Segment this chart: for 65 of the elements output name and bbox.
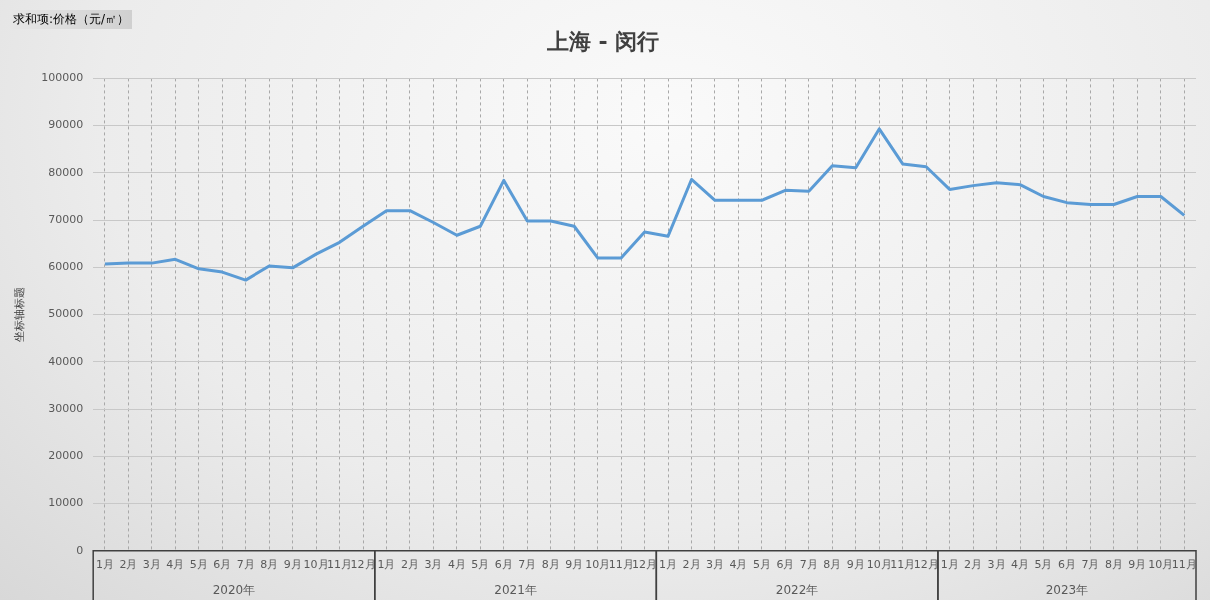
x-tick-label: 7月	[236, 558, 255, 572]
y-tick-label: 0	[76, 543, 84, 557]
x-tick-label: 10月	[303, 558, 329, 572]
x-tick-label: 12月	[632, 558, 658, 572]
text: 2022年	[775, 583, 819, 597]
x-tick-label: 4月	[729, 558, 748, 572]
x-tick-label: 5月	[752, 558, 771, 572]
x-tick-label: 6月	[213, 558, 232, 572]
x-tick-label: 11月	[890, 558, 916, 572]
x-tick-label: 1月	[377, 558, 396, 572]
x-tick-label: 9月	[1128, 558, 1147, 572]
x-tick-label: 2月	[964, 558, 983, 572]
x-tick-label: 10月	[866, 558, 892, 572]
x-tick-label: 3月	[705, 558, 724, 572]
x-tick-label: 8月	[823, 558, 842, 572]
text: 2021年	[494, 583, 537, 597]
x-tick-label: 11月	[608, 558, 634, 572]
x-tick-label: 10月	[585, 558, 611, 572]
x-tick-label: 9月	[846, 558, 865, 572]
chart-title: 上海 - 闵行	[545, 28, 660, 54]
x-tick-label: 1月	[95, 558, 114, 572]
x-tick-label: 5月	[471, 558, 490, 572]
x-tick-label: 7月	[518, 558, 537, 572]
y-tick-label: 40000	[48, 354, 84, 368]
x-tick-label: 7月	[799, 558, 818, 572]
x-tick-label: 4月	[1011, 558, 1030, 572]
x-tick-label: 3月	[142, 558, 161, 572]
x-tick-label: 3月	[987, 558, 1006, 572]
x-tick-label: 12月	[913, 558, 939, 572]
x-tick-label: 2月	[119, 558, 138, 572]
y-tick-label: 70000	[48, 212, 84, 226]
x-tick-label: 8月	[260, 558, 279, 572]
x-tick-label: 12月	[350, 558, 376, 572]
x-tick-label: 4月	[447, 558, 466, 572]
y-tick-label: 10000	[48, 496, 84, 510]
x-tick-label: 1月	[659, 558, 678, 572]
x-tick-label: 9月	[283, 558, 302, 572]
y-tick-label: 100000	[41, 71, 84, 85]
x-tick-label: 4月	[166, 558, 185, 572]
text: 2023年	[1045, 583, 1089, 597]
y-tick-label: 50000	[48, 307, 84, 321]
x-tick-label: 5月	[1034, 558, 1053, 572]
text: 求和项:价格（元/㎡）	[10, 10, 133, 29]
x-tick-label: 6月	[494, 558, 513, 572]
x-tick-label: 8月	[1104, 558, 1123, 572]
y-tick-label: 90000	[48, 118, 84, 132]
x-tick-label: 11月	[1171, 558, 1197, 572]
text: 2020年	[212, 583, 256, 597]
y-tick-label: 60000	[48, 260, 84, 274]
x-tick-label: 7月	[1081, 558, 1100, 572]
x-tick-label: 8月	[541, 558, 560, 572]
x-tick-label: 10月	[1148, 558, 1174, 572]
y-tick-label: 20000	[48, 449, 84, 463]
y-tick-label: 80000	[48, 165, 84, 179]
y-axis-title: 坐标轴标题	[13, 287, 27, 343]
x-tick-label: 1月	[940, 558, 959, 572]
x-tick-label: 5月	[189, 558, 208, 572]
x-tick-label: 3月	[424, 558, 443, 572]
x-tick-label: 6月	[1057, 558, 1076, 572]
x-tick-label: 2月	[400, 558, 419, 572]
x-tick-label: 11月	[327, 558, 353, 572]
y-tick-label: 30000	[48, 401, 84, 415]
x-tick-label: 2月	[682, 558, 701, 572]
x-tick-label: 6月	[776, 558, 795, 572]
x-tick-label: 9月	[565, 558, 584, 572]
